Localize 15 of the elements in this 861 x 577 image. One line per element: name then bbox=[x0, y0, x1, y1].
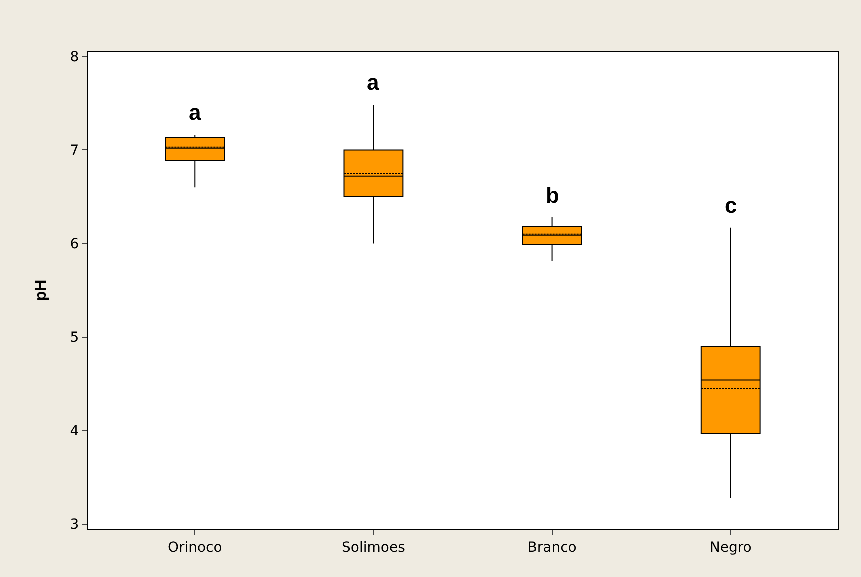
annotation: a bbox=[367, 70, 380, 95]
y-tick-label: 4 bbox=[70, 424, 80, 440]
y-tick-label: 8 bbox=[70, 50, 80, 66]
x-tick-label: Orinoco bbox=[168, 540, 222, 556]
x-tick-label: Negro bbox=[710, 540, 752, 556]
y-axis-title: pH bbox=[33, 280, 50, 302]
y-tick-label: 6 bbox=[70, 236, 80, 253]
y-tick-label: 3 bbox=[70, 517, 80, 534]
y-tick-label: 7 bbox=[70, 143, 80, 160]
annotation: b bbox=[546, 183, 560, 208]
x-tick-label: Branco bbox=[528, 540, 577, 556]
x-tick-label: Solimoes bbox=[342, 540, 406, 556]
y-tick-label: 5 bbox=[70, 330, 80, 346]
annotation: c bbox=[725, 193, 738, 218]
annotation: a bbox=[189, 100, 202, 125]
